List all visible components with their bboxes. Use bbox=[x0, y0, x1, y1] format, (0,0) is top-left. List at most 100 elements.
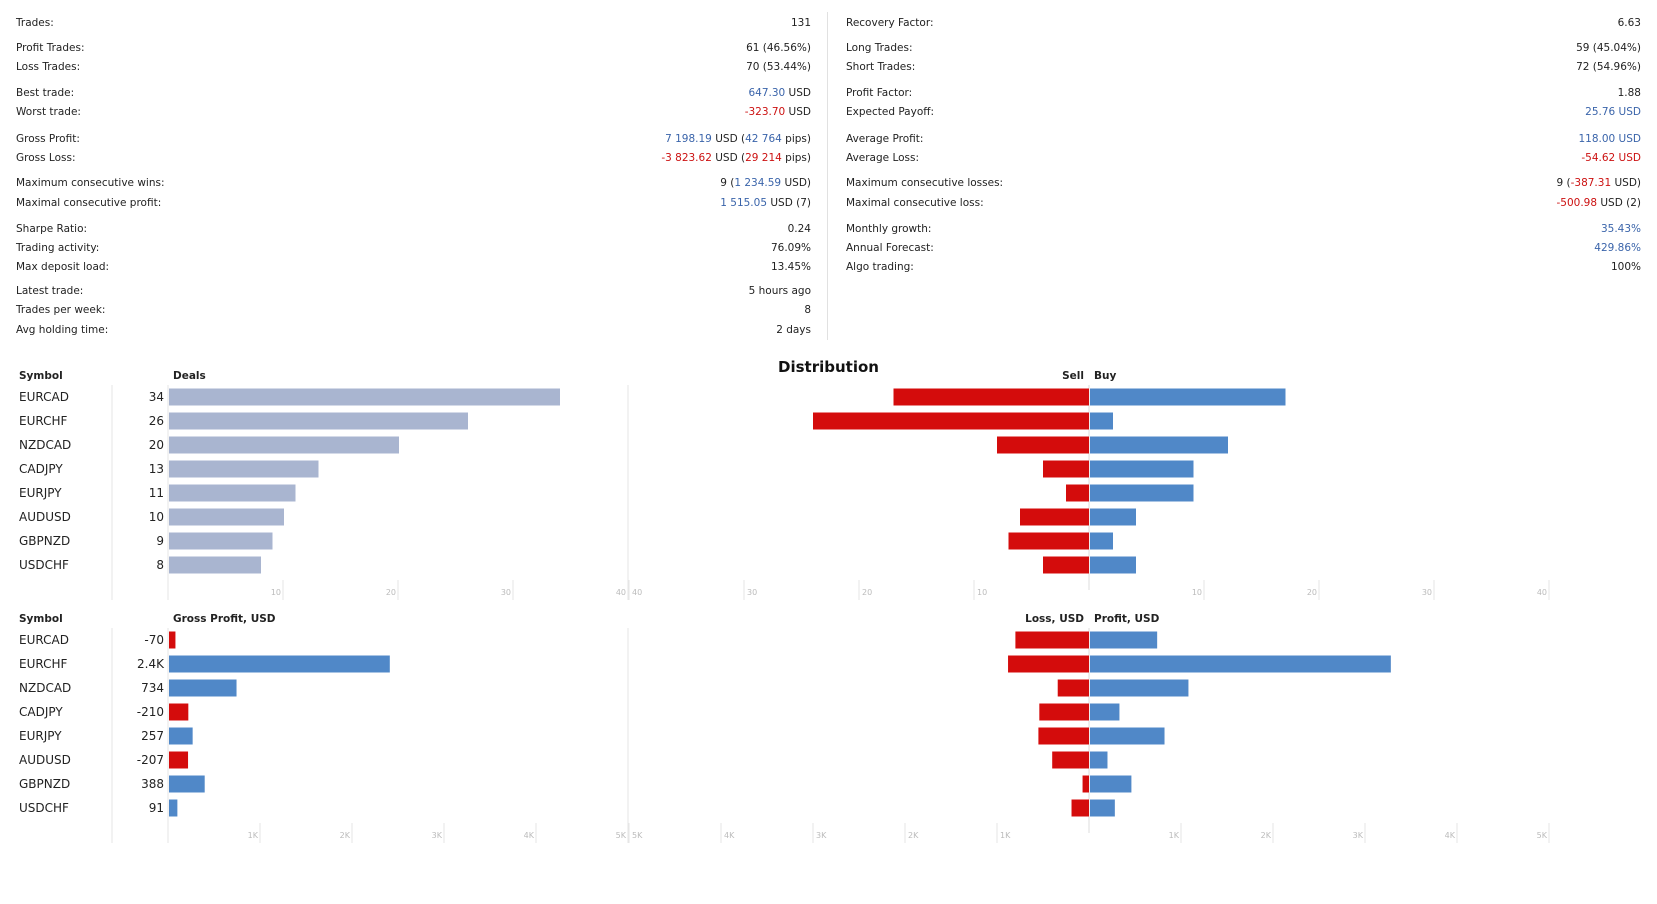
bar bbox=[169, 703, 189, 721]
bar-buy bbox=[1090, 412, 1113, 430]
stat-value-part: pips) bbox=[781, 133, 811, 145]
stat-value-part: 9 ( bbox=[1556, 177, 1571, 189]
stat-row: Loss Trades: 70 (53.44%) bbox=[16, 59, 811, 75]
tick-label: 4K bbox=[1445, 831, 1456, 840]
tick-label: 40 bbox=[632, 588, 642, 597]
stat-label: Avg holding time: bbox=[16, 324, 109, 336]
bar-loss bbox=[1039, 703, 1089, 721]
stat-value-part: 76.09% bbox=[770, 242, 811, 254]
stat-value-part: -54.62 USD bbox=[1581, 152, 1641, 164]
symbol-header: Symbol bbox=[19, 613, 63, 625]
stat-value-part: 25.76 USD bbox=[1585, 106, 1641, 118]
stat-row: Max deposit load: 13.45% bbox=[16, 259, 811, 275]
value-label: 388 bbox=[141, 777, 164, 791]
stat-value-part: 9 ( bbox=[720, 177, 735, 189]
symbol-header: Symbol bbox=[19, 370, 63, 382]
bar-sell bbox=[1043, 460, 1089, 478]
bar bbox=[169, 412, 468, 430]
stat-label: Best trade: bbox=[16, 87, 75, 99]
bar bbox=[169, 679, 237, 697]
stat-value-part: 118.00 USD bbox=[1578, 133, 1641, 145]
value-label: 91 bbox=[149, 801, 164, 815]
bar-sell bbox=[997, 436, 1089, 454]
stat-label: Average Loss: bbox=[846, 152, 920, 164]
stat-row: Short Trades: 72 (54.96%) bbox=[846, 59, 1641, 75]
stat-value: 1 515.05 USD (7) bbox=[720, 195, 811, 211]
bar-buy bbox=[1090, 460, 1194, 478]
stat-row: Maximal consecutive loss: -500.98 USD (2) bbox=[846, 195, 1641, 211]
stat-row: Profit Factor: 1.88 bbox=[846, 85, 1641, 101]
value-label: 2.4K bbox=[137, 657, 165, 671]
symbol-label: EURCHF bbox=[19, 657, 68, 671]
stat-label: Annual Forecast: bbox=[846, 242, 934, 254]
stat-label: Maximal consecutive profit: bbox=[16, 197, 162, 209]
stat-row: Maximum consecutive losses: 9 (-387.31 US… bbox=[846, 175, 1641, 191]
bar-profit bbox=[1090, 703, 1120, 721]
tick-label: 30 bbox=[501, 588, 511, 597]
stat-label: Short Trades: bbox=[846, 61, 916, 73]
symbol-label: EURCAD bbox=[19, 390, 69, 404]
stat-value-part: 35.43% bbox=[1600, 223, 1641, 235]
stat-row: Best trade: 647.30 USD bbox=[16, 85, 811, 101]
symbol-label: GBPNZD bbox=[19, 534, 70, 548]
bar-profit bbox=[1090, 679, 1189, 697]
tick-label: 3K bbox=[1353, 831, 1364, 840]
bar-loss bbox=[1071, 799, 1089, 817]
stat-value-part: pips) bbox=[781, 152, 811, 164]
stat-value-part: -500.98 bbox=[1556, 197, 1598, 209]
bar-loss bbox=[1008, 655, 1089, 673]
bar bbox=[169, 556, 261, 574]
stat-value-part: 70 (53.44%) bbox=[746, 61, 811, 73]
bar bbox=[169, 727, 193, 745]
stat-value-part: 0.24 bbox=[787, 223, 811, 235]
stat-label: Trading activity: bbox=[16, 242, 100, 254]
tick-label: 40 bbox=[616, 588, 626, 597]
stat-value-part: 42 764 bbox=[745, 133, 782, 145]
stat-row: Annual Forecast: 429.86% bbox=[846, 240, 1641, 256]
symbol-label: NZDCAD bbox=[19, 681, 71, 695]
stat-value: 7 198.19 USD (42 764 pips) bbox=[665, 131, 811, 147]
tick-label: 30 bbox=[747, 588, 757, 597]
stat-value: -323.70 USD bbox=[745, 104, 811, 120]
tick-label: 3K bbox=[816, 831, 827, 840]
symbol-label: GBPNZD bbox=[19, 777, 70, 791]
bar-sell bbox=[1020, 508, 1089, 526]
tick-label: 2K bbox=[908, 831, 919, 840]
bar-profit bbox=[1090, 655, 1391, 673]
stat-row: Trades: 131 bbox=[16, 15, 811, 31]
stat-value: 5 hours ago bbox=[749, 283, 811, 299]
value-label: 34 bbox=[149, 390, 164, 404]
stat-row: Trades per week: 8 bbox=[16, 302, 811, 318]
bar bbox=[169, 484, 296, 502]
stat-value-part: USD (2) bbox=[1597, 197, 1641, 209]
stat-label: Gross Profit: bbox=[16, 133, 80, 145]
stat-label: Trades: bbox=[16, 17, 54, 29]
tick-label: 40 bbox=[1537, 588, 1547, 597]
bar bbox=[169, 388, 560, 406]
stat-value-part: 100% bbox=[1610, 261, 1641, 273]
stat-value: 8 bbox=[804, 302, 811, 318]
stat-value: 35.43% bbox=[1601, 221, 1641, 237]
tick-label: 10 bbox=[1192, 588, 1202, 597]
tick-label: 5K bbox=[632, 831, 643, 840]
symbol-label: EURCAD bbox=[19, 633, 69, 647]
stat-value-part: 429.86% bbox=[1594, 242, 1641, 254]
stat-row: Average Profit: 118.00 USD bbox=[846, 131, 1641, 147]
stat-label: Monthly growth: bbox=[846, 223, 932, 235]
stat-value: 9 (1 234.59 USD) bbox=[720, 175, 811, 191]
stat-label: Maximal consecutive loss: bbox=[846, 197, 984, 209]
tick-label: 10 bbox=[271, 588, 281, 597]
symbol-label: AUDUSD bbox=[19, 753, 71, 767]
chart-title-left: Gross Profit, USD bbox=[173, 613, 276, 625]
bar-loss bbox=[1015, 631, 1089, 649]
bar bbox=[169, 532, 273, 550]
stat-label: Loss Trades: bbox=[16, 61, 81, 73]
bar bbox=[169, 436, 399, 454]
stats-divider bbox=[827, 12, 828, 340]
stat-value: 70 (53.44%) bbox=[746, 59, 811, 75]
bar-buy bbox=[1090, 532, 1113, 550]
symbol-label: AUDUSD bbox=[19, 510, 71, 524]
bar bbox=[169, 508, 284, 526]
stat-row: Sharpe Ratio: 0.24 bbox=[16, 221, 811, 237]
